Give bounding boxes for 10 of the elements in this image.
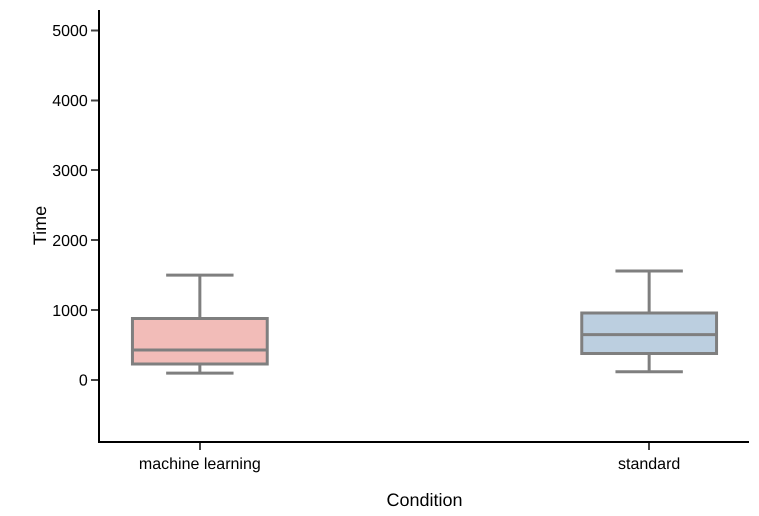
y-tick-label: 0 [78,372,88,390]
y-tick-label: 2000 [52,232,88,250]
y-tick-label: 5000 [52,22,88,40]
x-tick-label: standard [618,456,680,474]
y-tick-label: 1000 [52,302,88,320]
y-tick-label: 4000 [52,92,88,110]
x-axis-title: Condition [386,490,463,510]
x-tick-label: machine learning [138,456,261,474]
y-axis-title: Time [30,206,50,246]
y-tick-label: 3000 [52,162,88,180]
